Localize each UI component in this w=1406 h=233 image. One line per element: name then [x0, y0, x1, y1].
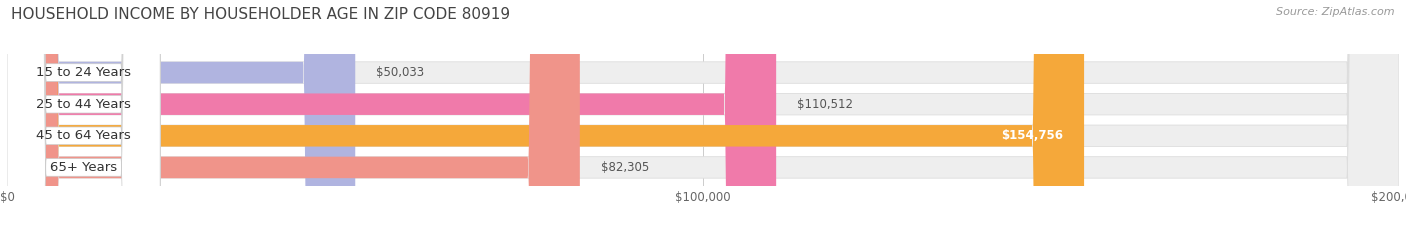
- Text: $82,305: $82,305: [600, 161, 650, 174]
- Text: Source: ZipAtlas.com: Source: ZipAtlas.com: [1277, 7, 1395, 17]
- FancyBboxPatch shape: [7, 0, 160, 233]
- FancyBboxPatch shape: [7, 0, 1399, 233]
- FancyBboxPatch shape: [7, 0, 1399, 233]
- Text: HOUSEHOLD INCOME BY HOUSEHOLDER AGE IN ZIP CODE 80919: HOUSEHOLD INCOME BY HOUSEHOLDER AGE IN Z…: [11, 7, 510, 22]
- FancyBboxPatch shape: [7, 0, 1399, 233]
- FancyBboxPatch shape: [7, 0, 776, 233]
- Text: 25 to 44 Years: 25 to 44 Years: [37, 98, 131, 111]
- FancyBboxPatch shape: [7, 0, 160, 233]
- Text: 45 to 64 Years: 45 to 64 Years: [37, 129, 131, 142]
- FancyBboxPatch shape: [7, 0, 579, 233]
- Text: $50,033: $50,033: [377, 66, 425, 79]
- FancyBboxPatch shape: [7, 0, 160, 233]
- Text: 65+ Years: 65+ Years: [51, 161, 117, 174]
- Text: 15 to 24 Years: 15 to 24 Years: [37, 66, 131, 79]
- FancyBboxPatch shape: [7, 0, 160, 233]
- FancyBboxPatch shape: [7, 0, 1084, 233]
- Text: $154,756: $154,756: [1001, 129, 1063, 142]
- Text: $110,512: $110,512: [797, 98, 853, 111]
- FancyBboxPatch shape: [7, 0, 356, 233]
- FancyBboxPatch shape: [7, 0, 1399, 233]
